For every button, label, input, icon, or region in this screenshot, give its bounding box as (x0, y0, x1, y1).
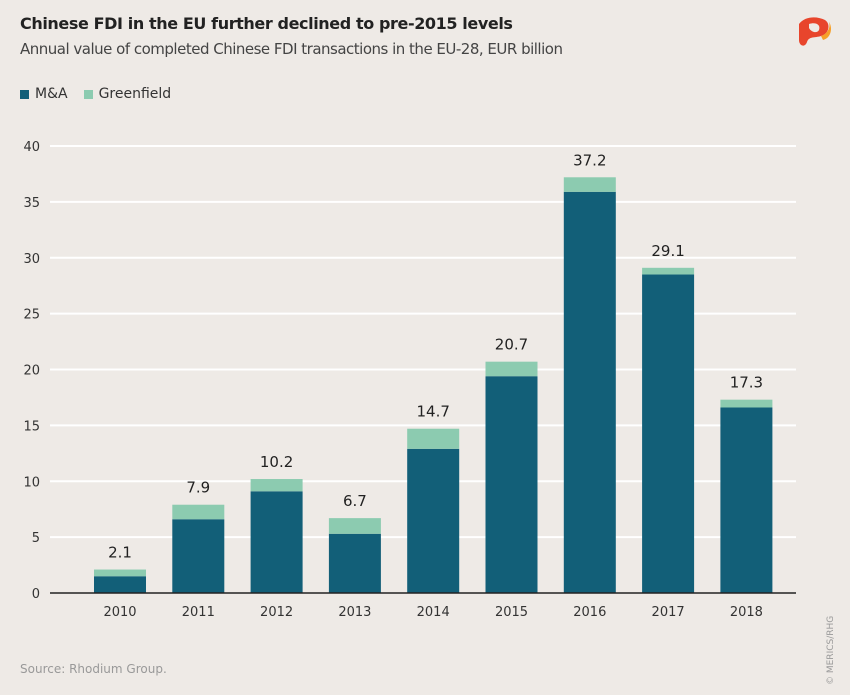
legend-swatch-greenfield (83, 89, 93, 99)
bar-ma-2012 (250, 491, 303, 593)
data-label: 29.1 (651, 242, 684, 260)
bar-greenfield-2011 (172, 504, 225, 520)
y-tick-label: 30 (23, 252, 40, 267)
x-tick-label: 2015 (495, 605, 528, 620)
data-label: 2.1 (108, 544, 132, 562)
data-label: 20.7 (495, 336, 528, 354)
bar-greenfield-2017 (642, 267, 695, 275)
data-label: 10.2 (260, 453, 293, 471)
data-label: 14.7 (416, 403, 449, 421)
data-label: 37.2 (573, 151, 606, 169)
x-tick-label: 2018 (730, 605, 763, 620)
legend-swatch-ma (20, 89, 29, 99)
bar-ma-2014 (407, 448, 460, 593)
source-note: Source: Rhodium Group. (20, 662, 167, 676)
chart-subtitle: Annual value of completed Chinese FDI tr… (20, 40, 563, 58)
merics-logo (795, 14, 835, 54)
x-tick-label: 2012 (260, 605, 293, 620)
bar-ma-2010 (94, 576, 146, 593)
legend: M&A Greenfield (20, 86, 171, 102)
legend-label-greenfield: Greenfield (98, 86, 172, 102)
credit: © MERICS/RHG (826, 615, 836, 685)
y-tick-label: 25 (23, 308, 40, 323)
x-tick-label: 2013 (338, 605, 371, 620)
bar-ma-2013 (328, 533, 381, 593)
x-tick-label: 2010 (103, 605, 136, 620)
y-tick-label: 5 (32, 531, 40, 546)
y-tick-label: 20 (23, 364, 40, 379)
y-tick-label: 0 (32, 587, 40, 602)
data-label: 6.7 (343, 492, 367, 510)
bar-ma-2017 (642, 274, 695, 593)
x-tick-label: 2017 (652, 605, 685, 620)
bar-greenfield-2013 (328, 518, 381, 534)
bar-ma-2016 (563, 191, 616, 593)
chart-title: Chinese FDI in the EU further declined t… (20, 14, 513, 33)
bar-greenfield-2014 (407, 428, 460, 449)
bar-greenfield-2012 (250, 479, 303, 492)
y-tick-label: 35 (23, 196, 40, 211)
bar-greenfield-2018 (720, 399, 773, 408)
bar-greenfield-2015 (485, 361, 538, 377)
x-tick-label: 2011 (182, 605, 215, 620)
data-label: 7.9 (186, 479, 210, 497)
y-tick-label: 10 (23, 475, 40, 490)
bar-greenfield-2010 (94, 569, 146, 577)
bar-ma-2015 (485, 376, 538, 593)
y-tick-label: 40 (23, 140, 40, 155)
y-tick-label: 15 (23, 419, 40, 434)
legend-label-ma: M&A (35, 86, 68, 102)
x-tick-label: 2016 (573, 605, 606, 620)
bar-ma-2018 (720, 407, 773, 593)
bar-ma-2011 (172, 519, 225, 593)
x-tick-label: 2014 (417, 605, 450, 620)
bar-greenfield-2016 (563, 177, 616, 192)
data-label: 17.3 (730, 374, 763, 392)
